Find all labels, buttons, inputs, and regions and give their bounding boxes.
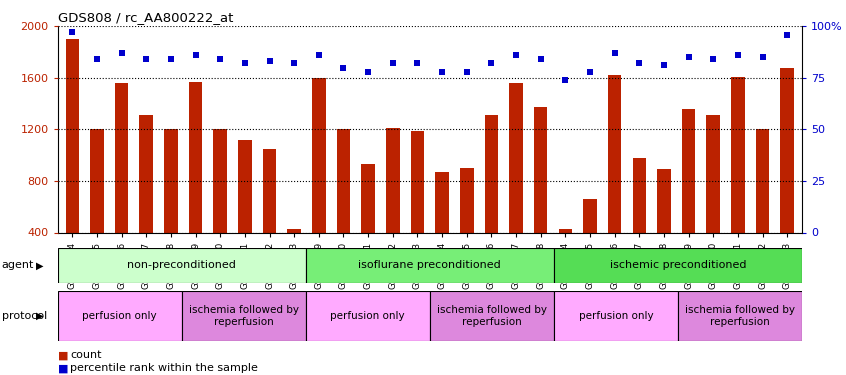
Bar xyxy=(682,109,695,284)
Point xyxy=(558,77,572,83)
Bar xyxy=(337,129,350,284)
Bar xyxy=(386,128,399,284)
Point xyxy=(608,50,622,56)
Bar xyxy=(755,129,769,284)
Point xyxy=(436,69,449,75)
Point xyxy=(755,54,769,60)
Point xyxy=(731,52,744,58)
Point xyxy=(682,54,695,60)
Bar xyxy=(410,130,424,284)
Point xyxy=(164,56,178,62)
Point xyxy=(657,62,671,68)
Point xyxy=(140,56,153,62)
Bar xyxy=(554,291,678,341)
Text: isoflurane preconditioned: isoflurane preconditioned xyxy=(359,260,501,270)
Point xyxy=(633,60,646,66)
Bar xyxy=(430,291,554,341)
Text: ischemia followed by
reperfusion: ischemia followed by reperfusion xyxy=(685,305,795,327)
Bar xyxy=(91,129,104,284)
Bar xyxy=(485,115,498,284)
Point xyxy=(460,69,474,75)
Bar xyxy=(731,76,744,284)
Bar xyxy=(288,229,301,284)
Bar xyxy=(305,291,430,341)
Bar xyxy=(583,199,596,284)
Point xyxy=(583,69,596,75)
Text: ▶: ▶ xyxy=(36,311,43,321)
Bar xyxy=(164,129,178,284)
Text: ischemic preconditioned: ischemic preconditioned xyxy=(610,260,746,270)
Bar xyxy=(65,39,79,284)
Bar xyxy=(460,168,474,284)
Point xyxy=(213,56,227,62)
Bar xyxy=(213,129,227,284)
Bar xyxy=(115,83,129,284)
Point xyxy=(238,60,251,66)
Point xyxy=(189,52,202,58)
Point xyxy=(337,64,350,70)
Text: count: count xyxy=(70,351,102,360)
Bar xyxy=(58,291,182,341)
Point xyxy=(115,50,129,56)
Point xyxy=(485,60,498,66)
Text: ▶: ▶ xyxy=(36,260,43,270)
Text: perfusion only: perfusion only xyxy=(331,311,405,321)
Bar xyxy=(263,149,277,284)
Bar xyxy=(678,291,802,341)
Bar xyxy=(558,229,572,284)
Bar xyxy=(182,291,305,341)
Point xyxy=(65,30,79,36)
Point xyxy=(509,52,523,58)
Bar xyxy=(238,140,251,284)
Bar xyxy=(509,83,523,284)
Point xyxy=(534,56,547,62)
Text: agent: agent xyxy=(2,260,34,270)
Bar xyxy=(436,172,449,284)
Bar xyxy=(312,78,326,284)
Bar xyxy=(657,170,671,284)
Text: protocol: protocol xyxy=(2,311,47,321)
Point xyxy=(386,60,399,66)
Bar xyxy=(361,164,375,284)
Bar xyxy=(189,82,202,284)
Bar xyxy=(534,108,547,284)
Text: perfusion only: perfusion only xyxy=(82,311,157,321)
Point xyxy=(706,56,720,62)
Text: ischemia followed by
reperfusion: ischemia followed by reperfusion xyxy=(437,305,547,327)
Bar xyxy=(554,248,802,283)
Point xyxy=(361,69,375,75)
Text: percentile rank within the sample: percentile rank within the sample xyxy=(70,363,258,373)
Bar xyxy=(608,75,622,284)
Text: ■: ■ xyxy=(58,351,68,360)
Bar xyxy=(781,68,794,284)
Point xyxy=(410,60,424,66)
Text: ■: ■ xyxy=(58,363,68,373)
Text: perfusion only: perfusion only xyxy=(579,311,653,321)
Bar xyxy=(305,248,554,283)
Text: GDS808 / rc_AA800222_at: GDS808 / rc_AA800222_at xyxy=(58,11,233,24)
Bar xyxy=(140,115,153,284)
Point xyxy=(91,56,104,62)
Point xyxy=(781,32,794,38)
Point xyxy=(263,58,277,64)
Text: ischemia followed by
reperfusion: ischemia followed by reperfusion xyxy=(189,305,299,327)
Text: non-preconditioned: non-preconditioned xyxy=(127,260,236,270)
Bar xyxy=(58,248,305,283)
Point xyxy=(288,60,301,66)
Bar xyxy=(706,115,720,284)
Bar xyxy=(633,158,646,284)
Point xyxy=(312,52,326,58)
